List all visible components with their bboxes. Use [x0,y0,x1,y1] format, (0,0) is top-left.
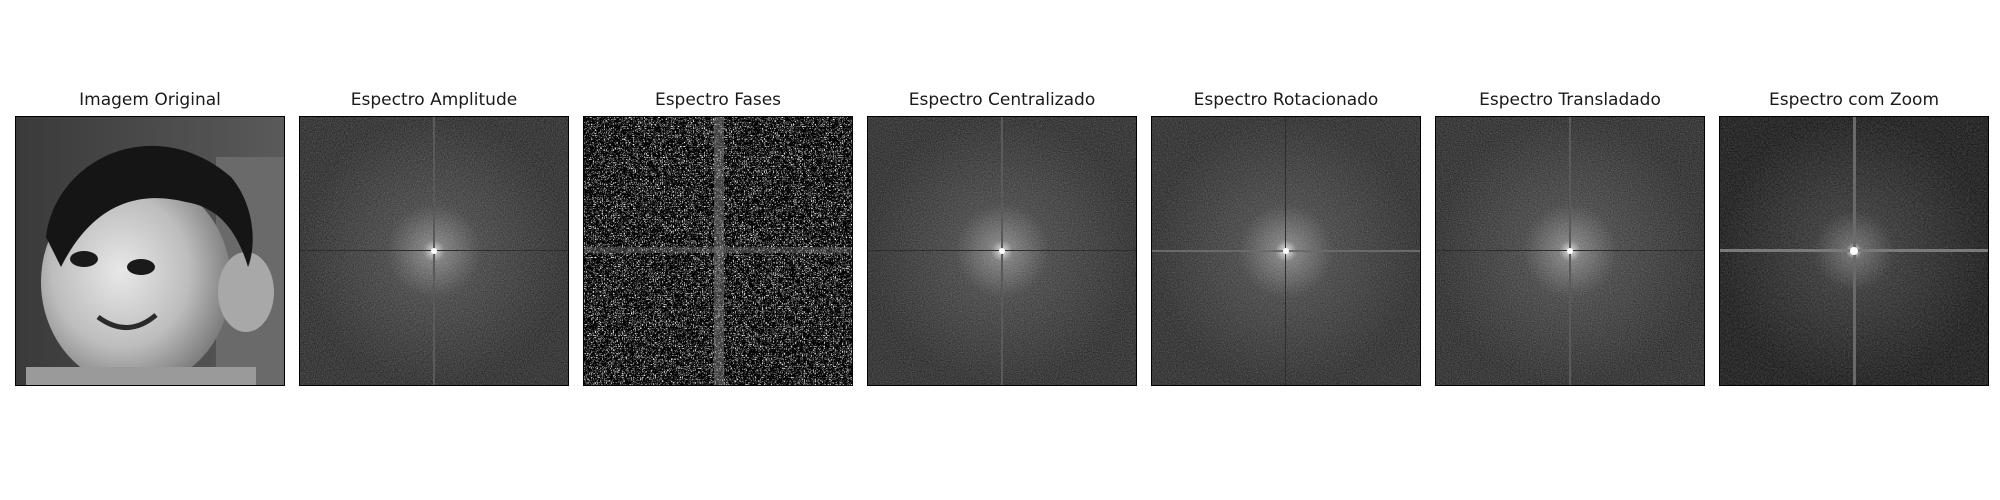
rotated-spectrum [1151,116,1421,386]
spectrum-image [1720,117,1988,385]
panel-title: Espectro Fases [654,90,782,110]
translated-spectrum [1435,116,1705,386]
spectrum-image [868,117,1136,385]
spectrum-image [1436,117,1704,385]
grayscale-face-photo [16,117,284,385]
panel-title: Espectro Amplitude [350,90,518,110]
panel-title: Espectro Transladado [1479,90,1661,110]
spectrum-image [300,117,568,385]
panel-title: Espectro Centralizado [908,90,1096,110]
panel-title: Imagem Original [79,90,221,110]
phase-image [584,117,852,385]
zoomed-spectrum [1719,116,1989,386]
original-image [15,116,285,386]
spectrum-image [1152,117,1420,385]
phase-spectrum [583,116,853,386]
centered-spectrum [867,116,1137,386]
panel-title: Espectro com Zoom [1769,90,1939,110]
amplitude-spectrum [299,116,569,386]
panel-title: Espectro Rotacionado [1193,90,1379,110]
